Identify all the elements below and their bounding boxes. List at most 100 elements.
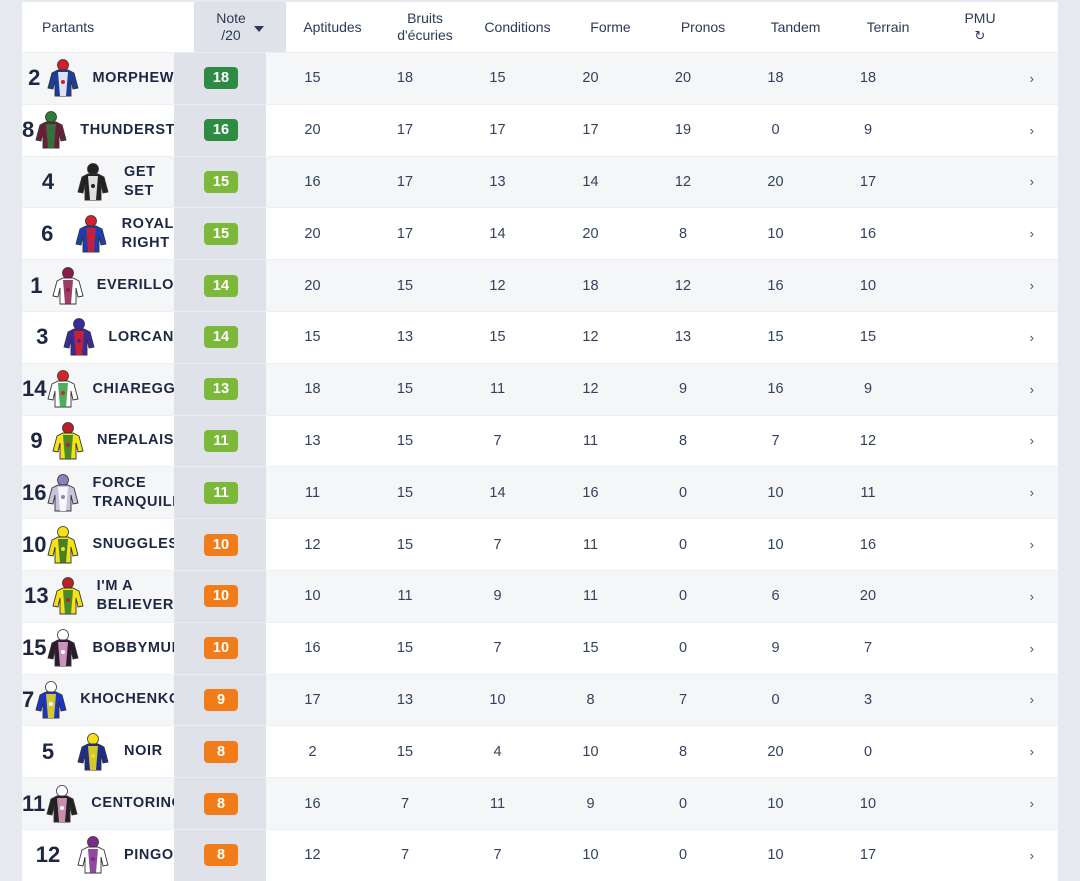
- table-row[interactable]: 8 THUNDERSTRUCK RD 16 20 17 17 17 19 0 9 ›: [22, 103, 1058, 156]
- terrain-value: 15: [859, 329, 877, 346]
- horse-name[interactable]: ROYAL RIGHT: [122, 215, 174, 253]
- aptitudes-value: 12: [304, 847, 321, 864]
- table-row[interactable]: 5 NOIR 8 2 15 4 10 8 20 0 ›: [22, 725, 1058, 778]
- terrain-value: 3: [863, 691, 873, 708]
- table-row[interactable]: 11 CENTORINO 8 16 7 11 9 0 10 10 ›: [22, 777, 1058, 829]
- runner-cell[interactable]: 6 ROYAL RIGHT: [22, 208, 174, 259]
- horse-name[interactable]: GET SET: [124, 163, 156, 201]
- runner-cell[interactable]: 8 THUNDERSTRUCK RD: [22, 105, 246, 156]
- horse-name[interactable]: LORCAN: [108, 328, 174, 347]
- horse-name-line: FORCE: [92, 474, 147, 491]
- runner-cell[interactable]: 1 EVERILLO: [22, 260, 174, 311]
- note-badge: 13: [204, 378, 238, 401]
- horse-name[interactable]: PINGO: [124, 846, 174, 865]
- chevron-right-icon[interactable]: ›: [1029, 433, 1034, 449]
- chevron-right-icon[interactable]: ›: [1029, 640, 1034, 656]
- aptitudes-value: 11: [304, 484, 321, 501]
- chevron-right-icon[interactable]: ›: [1029, 847, 1034, 863]
- table-row[interactable]: 12 PINGO 8 12 7 7 10 0 10 17 ›: [22, 828, 1058, 881]
- table-row[interactable]: 7 KHOCHENKO 9 17 13 10 8 7 0 3 ›: [22, 673, 1058, 726]
- table-row[interactable]: 2 MORPHEW 18 15 18 15 20 20 18 18 ›: [22, 52, 1058, 104]
- header-partants[interactable]: Partants: [42, 18, 95, 35]
- table-row[interactable]: 13 I'M A BELIEVER 10 10 11 9 11 0 6 20 ›: [22, 569, 1058, 622]
- aptitudes-value: 16: [304, 795, 321, 812]
- table-row[interactable]: 1 EVERILLO 14 20 15 12 18 12 16 10 ›: [22, 259, 1058, 311]
- aptitudes-value: 16: [304, 640, 321, 657]
- aptitudes-value: 10: [304, 588, 321, 605]
- forme-value: 11: [582, 536, 599, 553]
- chevron-right-icon[interactable]: ›: [1029, 588, 1034, 604]
- chevron-right-icon[interactable]: ›: [1029, 70, 1034, 86]
- pronos-value: 12: [674, 173, 692, 190]
- terrain-value: 7: [863, 640, 873, 657]
- table-row[interactable]: 10 SNUGGLES 10 12 15 7 11 0 10 16 ›: [22, 518, 1058, 570]
- chevron-right-icon[interactable]: ›: [1029, 796, 1034, 812]
- runner-cell[interactable]: 13 I'M A BELIEVER: [22, 571, 174, 622]
- runner-cell[interactable]: 3 LORCAN: [22, 312, 174, 363]
- chevron-right-icon[interactable]: ›: [1029, 381, 1034, 397]
- horse-name[interactable]: MORPHEW: [92, 69, 174, 88]
- runner-cell[interactable]: 11 CENTORINO: [22, 778, 183, 829]
- tandem-value: 10: [767, 795, 784, 812]
- horse-name[interactable]: KHOCHENKO: [80, 690, 180, 709]
- chevron-right-icon[interactable]: ›: [1029, 329, 1034, 345]
- header-aptitudes[interactable]: Aptitudes: [303, 18, 362, 35]
- table-row[interactable]: 6 ROYAL RIGHT 15 20 17 14 20 8 10 16 ›: [22, 207, 1058, 260]
- runner-cell[interactable]: 2 MORPHEW: [22, 53, 174, 104]
- horse-name[interactable]: NEPALAIS: [97, 431, 174, 450]
- horse-name[interactable]: EVERILLO: [97, 276, 174, 295]
- header-note-label: Note: [216, 10, 246, 26]
- chevron-right-icon[interactable]: ›: [1029, 485, 1034, 501]
- runner-number: 8: [22, 117, 35, 143]
- note-badge: 11: [204, 481, 238, 504]
- refresh-icon[interactable]: ↻: [974, 28, 986, 43]
- chevron-right-icon[interactable]: ›: [1029, 744, 1034, 760]
- horse-name[interactable]: I'M A BELIEVER: [97, 577, 174, 615]
- runner-cell[interactable]: 9 NEPALAIS: [22, 416, 174, 467]
- sort-caret-down-icon[interactable]: [253, 26, 264, 32]
- chevron-right-icon[interactable]: ›: [1029, 537, 1034, 553]
- runner-cell[interactable]: 12 PINGO: [22, 830, 174, 881]
- horse-name[interactable]: FORCE TRANQUILLE: [92, 474, 191, 512]
- table-row[interactable]: 14 CHIAREGGIO 13 18 15 11 12 9 16 9 ›: [22, 362, 1058, 415]
- conditions-value: 4: [493, 743, 502, 760]
- runner-cell[interactable]: 7 KHOCHENKO: [22, 675, 180, 726]
- header-terrain[interactable]: Terrain: [866, 18, 910, 35]
- header-tandem[interactable]: Tandem: [770, 18, 821, 35]
- horse-name[interactable]: NOIR: [124, 742, 163, 761]
- header-pmu[interactable]: PMU ↻: [934, 10, 1026, 44]
- table-row[interactable]: 9 NEPALAIS 11 13 15 7 11 8 7 12 ›: [22, 414, 1058, 467]
- runner-cell[interactable]: 14 CHIAREGGIO: [22, 364, 191, 415]
- runner-cell[interactable]: 4 GET SET: [22, 157, 174, 208]
- runner-cell[interactable]: 15 BOBBYMURPHY: [22, 623, 214, 674]
- jockey-silk-icon: [34, 110, 68, 150]
- terrain-value: 17: [859, 847, 877, 864]
- chevron-right-icon[interactable]: ›: [1029, 174, 1034, 190]
- runner-cell[interactable]: 10 SNUGGLES: [22, 519, 178, 570]
- table-row[interactable]: 15 BOBBYMURPHY 10 16 15 7 15 0 9 7 ›: [22, 621, 1058, 674]
- header-conditions[interactable]: Conditions: [484, 18, 551, 35]
- note-sort[interactable]: Note /20: [216, 10, 264, 44]
- tandem-value: 16: [767, 381, 784, 398]
- table-row[interactable]: 16 FORCE TRANQUILLE 11 11 15 14 16 0 10 11 ›: [22, 466, 1058, 519]
- header-forme[interactable]: Forme: [590, 18, 631, 35]
- runner-cell[interactable]: 5 NOIR: [22, 726, 174, 777]
- chevron-right-icon[interactable]: ›: [1029, 226, 1034, 242]
- horse-name-line: NOIR: [124, 743, 163, 760]
- table-row[interactable]: 4 GET SET 15 16 17 13 14 12 20 17 ›: [22, 155, 1058, 208]
- chevron-right-icon[interactable]: ›: [1029, 122, 1034, 138]
- runner-cell[interactable]: 16 FORCE TRANQUILLE: [22, 467, 191, 518]
- forme-value: 18: [582, 277, 599, 294]
- chevron-right-icon[interactable]: ›: [1029, 692, 1034, 708]
- tandem-value: 0: [771, 122, 780, 139]
- header-note[interactable]: Note /20: [194, 2, 286, 52]
- chevron-right-icon[interactable]: ›: [1029, 278, 1034, 294]
- header-bruits[interactable]: Bruits d'écuries: [379, 10, 471, 44]
- horse-name[interactable]: SNUGGLES: [92, 535, 178, 554]
- table-row[interactable]: 3 LORCAN 14 15 13 15 12 13 15 15 ›: [22, 310, 1058, 363]
- note-badge: 10: [204, 533, 238, 556]
- header-pronos[interactable]: Pronos: [680, 18, 726, 35]
- horse-name-line: RIGHT: [121, 234, 170, 251]
- horse-name[interactable]: CENTORINO: [91, 794, 183, 813]
- horse-name[interactable]: CHIAREGGIO: [92, 380, 191, 399]
